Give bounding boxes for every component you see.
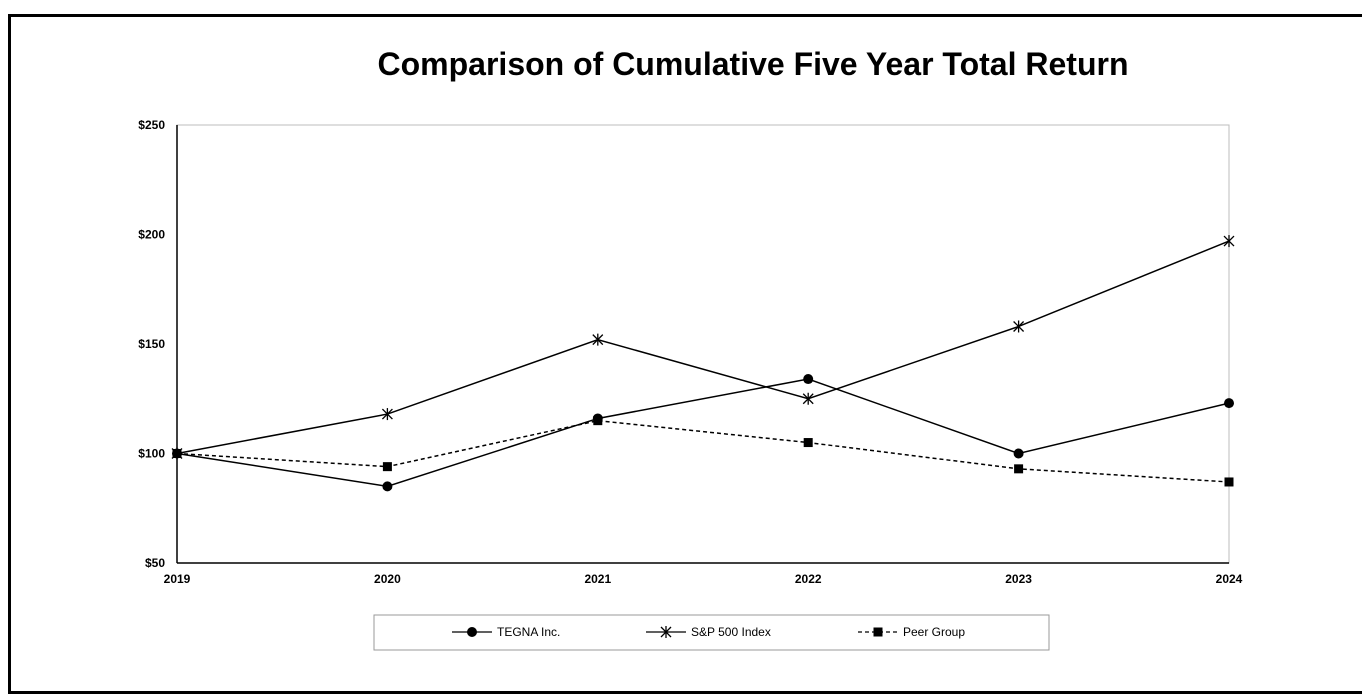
data-point <box>1224 398 1234 409</box>
x-tick-label: 2020 <box>374 572 401 586</box>
data-point <box>1224 477 1234 487</box>
chart: Comparison of Cumulative Five Year Total… <box>138 46 1243 651</box>
series-0 <box>172 374 1234 492</box>
legend-label: Peer Group <box>903 625 965 639</box>
y-tick-label: $50 <box>145 556 165 570</box>
x-tick-label: 2022 <box>795 572 822 586</box>
legend-item: Peer Group <box>858 625 965 639</box>
legend <box>373 614 1050 651</box>
data-point <box>1013 320 1025 333</box>
data-point <box>1013 448 1024 459</box>
series-2 <box>172 416 1234 487</box>
data-point <box>172 449 182 458</box>
legend-label: S&P 500 Index <box>691 625 771 639</box>
y-tick-label: $250 <box>138 118 165 132</box>
series-line <box>176 240 1230 455</box>
series <box>171 235 1235 492</box>
y-tick-label: $150 <box>138 337 165 351</box>
data-point <box>381 408 393 421</box>
x-tick-label: 2023 <box>1005 572 1032 586</box>
legend-label: TEGNA Inc. <box>497 625 560 639</box>
legend-marker <box>873 627 883 637</box>
data-point <box>802 392 814 405</box>
chart-title: Comparison of Cumulative Five Year Total… <box>378 46 1129 82</box>
series-line <box>176 419 1230 483</box>
series-1 <box>171 235 1235 460</box>
x-tick-label: 2024 <box>1216 572 1243 586</box>
chart-frame <box>8 14 1362 694</box>
x-tick-label: 2021 <box>584 572 611 586</box>
y-tick-label: $100 <box>138 447 165 461</box>
x-tick-labels: 2019 2020 2021 2022 2023 2024 <box>164 572 1243 586</box>
data-point <box>1014 464 1024 474</box>
series-line <box>176 378 1230 488</box>
legend-marker <box>467 627 477 637</box>
data-point <box>803 438 813 448</box>
x-tick-label: 2019 <box>164 572 191 586</box>
legend-item: TEGNA Inc. <box>452 625 560 639</box>
y-tick-label: $200 <box>138 228 165 242</box>
legend-item: S&P 500 Index <box>646 625 771 639</box>
legend-marker <box>660 626 672 638</box>
data-point <box>382 481 393 492</box>
legend-items: TEGNA Inc. S&P 500 Index Peer Group <box>452 625 965 639</box>
data-point <box>803 374 814 385</box>
plot-area <box>176 124 1230 564</box>
data-point <box>1223 235 1235 248</box>
data-point <box>592 333 604 346</box>
data-point <box>382 462 392 472</box>
y-tick-labels: $50 $100 $150 $200 $250 <box>138 118 165 570</box>
data-point <box>593 416 603 426</box>
